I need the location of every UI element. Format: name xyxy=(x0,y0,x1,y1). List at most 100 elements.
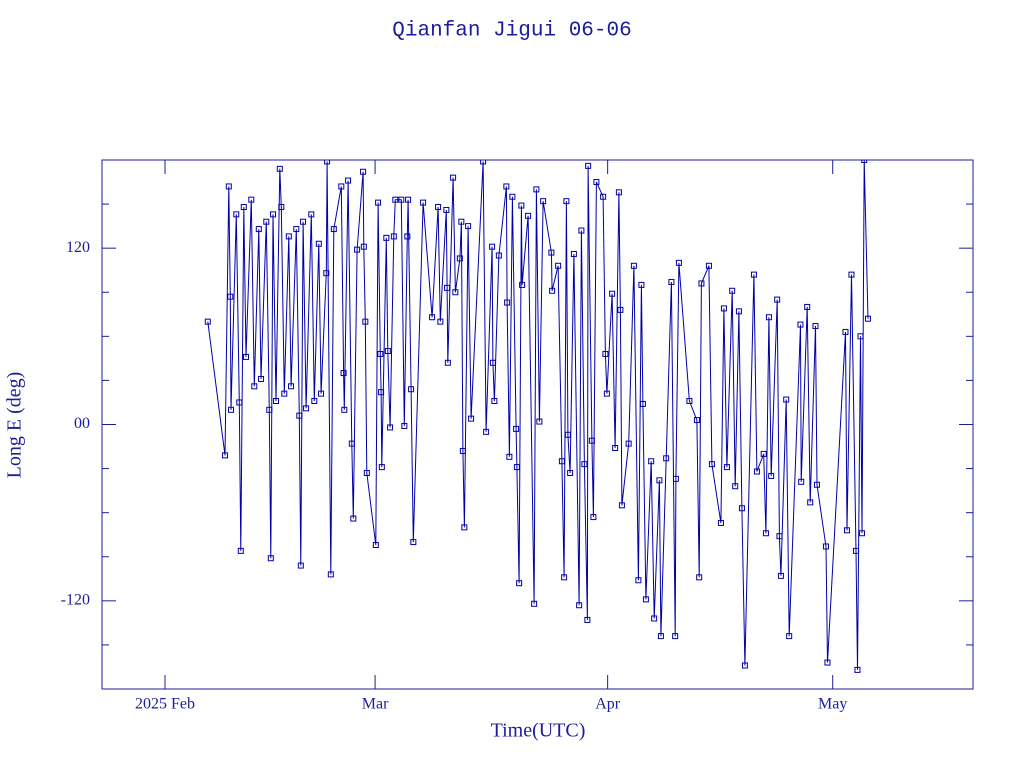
point-marker xyxy=(504,299,511,306)
plot-area xyxy=(204,160,871,673)
point-marker xyxy=(360,243,367,250)
point-marker xyxy=(531,600,538,607)
point-marker xyxy=(398,196,405,203)
point-marker xyxy=(822,543,829,550)
point-marker xyxy=(248,196,255,203)
point-marker xyxy=(861,160,868,163)
point-marker xyxy=(842,328,849,335)
point-marker xyxy=(410,539,417,546)
point-marker xyxy=(558,458,565,465)
y-tick-label: -120 xyxy=(61,592,90,609)
point-marker xyxy=(509,193,516,200)
point-marker xyxy=(567,469,574,476)
point-marker xyxy=(804,303,811,310)
point-marker xyxy=(324,160,331,165)
point-marker xyxy=(378,389,385,396)
point-marker xyxy=(708,461,715,468)
point-marker xyxy=(495,252,502,259)
point-marker xyxy=(350,515,357,522)
point-marker xyxy=(513,425,520,432)
point-marker xyxy=(243,353,250,360)
point-marker xyxy=(255,226,262,233)
point-marker xyxy=(513,464,520,471)
point-marker xyxy=(519,281,526,288)
point-marker xyxy=(585,162,592,169)
point-marker xyxy=(635,577,642,584)
point-marker xyxy=(489,243,496,250)
point-marker xyxy=(720,305,727,312)
point-marker xyxy=(236,399,243,406)
point-marker xyxy=(318,390,325,397)
point-marker xyxy=(276,165,283,172)
point-marker xyxy=(429,314,436,321)
point-marker xyxy=(600,193,607,200)
point-marker xyxy=(593,179,600,186)
point-marker xyxy=(452,289,459,296)
point-marker xyxy=(303,405,310,412)
y-axis-label: Long E (deg) xyxy=(4,372,26,479)
point-marker xyxy=(518,202,525,209)
point-marker xyxy=(564,431,571,438)
point-marker xyxy=(489,359,496,366)
point-marker xyxy=(548,249,555,256)
point-marker xyxy=(345,177,352,184)
point-marker xyxy=(603,390,610,397)
point-marker xyxy=(420,199,427,206)
point-marker xyxy=(765,314,772,321)
point-marker xyxy=(848,271,855,278)
point-marker xyxy=(354,246,361,253)
point-marker xyxy=(648,458,655,465)
point-marker xyxy=(458,218,465,225)
point-marker xyxy=(233,211,240,218)
point-marker xyxy=(300,218,307,225)
point-marker xyxy=(222,452,229,459)
point-marker xyxy=(753,468,760,475)
point-marker xyxy=(729,287,736,294)
point-marker xyxy=(378,464,385,471)
point-marker xyxy=(858,530,865,537)
point-marker xyxy=(672,475,679,482)
x-tick-label: Mar xyxy=(362,696,389,713)
point-marker xyxy=(777,572,784,579)
point-marker xyxy=(774,296,781,303)
point-marker xyxy=(642,596,649,603)
point-marker xyxy=(267,555,274,562)
point-marker xyxy=(786,633,793,640)
point-marker xyxy=(651,615,658,622)
point-marker xyxy=(263,218,270,225)
point-marker xyxy=(258,375,265,382)
point-marker xyxy=(602,350,609,357)
x-tick-label: May xyxy=(818,696,847,713)
point-marker xyxy=(251,383,258,390)
point-marker xyxy=(266,406,273,413)
point-marker xyxy=(705,262,712,269)
point-marker xyxy=(384,348,391,355)
point-marker xyxy=(315,240,322,247)
point-marker xyxy=(857,333,864,340)
point-marker xyxy=(456,255,463,262)
point-marker xyxy=(270,211,277,218)
point-marker xyxy=(783,396,790,403)
point-marker xyxy=(311,397,318,404)
point-marker xyxy=(536,418,543,425)
point-marker xyxy=(864,315,871,322)
point-marker xyxy=(383,234,390,241)
point-marker xyxy=(459,447,466,454)
point-marker xyxy=(444,359,451,366)
point-marker xyxy=(405,196,412,203)
point-marker xyxy=(812,323,819,330)
point-marker xyxy=(555,262,562,269)
point-marker xyxy=(525,212,532,219)
point-marker xyxy=(618,502,625,509)
point-marker xyxy=(741,662,748,669)
point-marker xyxy=(675,259,682,266)
longitude-line xyxy=(207,160,869,670)
point-marker xyxy=(625,440,632,447)
point-marker xyxy=(798,478,805,485)
point-marker xyxy=(696,574,703,581)
point-marker xyxy=(723,464,730,471)
point-marker xyxy=(612,445,619,452)
point-marker xyxy=(693,417,700,424)
point-marker xyxy=(672,633,679,640)
point-marker xyxy=(293,226,300,233)
